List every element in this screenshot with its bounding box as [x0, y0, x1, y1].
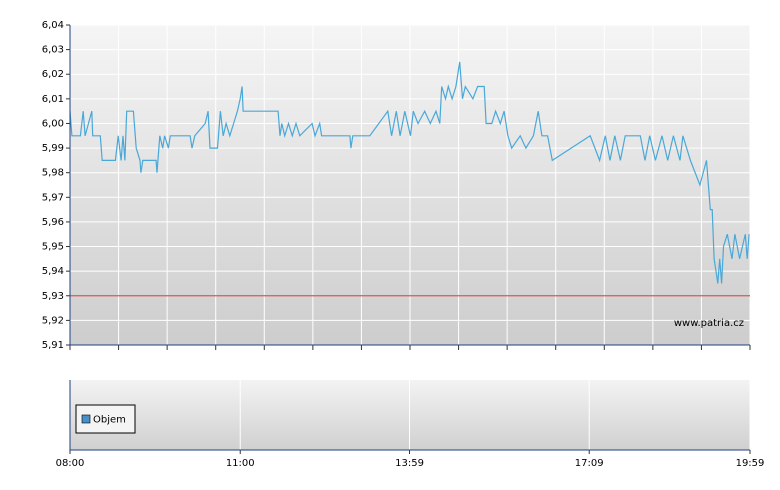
y-tick-label: 5,92	[42, 315, 64, 326]
legend-swatch	[81, 414, 91, 424]
y-tick-label: 5,96	[42, 217, 64, 228]
y-tick-label: 5,95	[42, 242, 64, 253]
x-tick-label: 17:09	[575, 458, 604, 469]
y-tick-label: 6,02	[42, 69, 64, 80]
legend-label: Objem	[93, 415, 126, 426]
y-tick-label: 6,00	[42, 118, 64, 129]
y-tick-label: 6,03	[42, 45, 64, 56]
legend-box	[75, 404, 136, 434]
watermark: www.patria.cz	[674, 318, 744, 329]
y-tick-label: 5,97	[42, 192, 64, 203]
y-tick-label: 5,98	[42, 168, 64, 179]
price-line	[69, 61, 750, 284]
y-tick-label: 6,04	[42, 20, 64, 31]
y-tick-label: 5,99	[42, 143, 64, 154]
y-tick-label: 6,01	[42, 94, 64, 105]
x-tick-label: 08:00	[56, 458, 85, 469]
x-tick-label: 19:59	[736, 458, 765, 469]
y-tick-label: 5,94	[42, 266, 64, 277]
x-tick-label: 13:59	[395, 458, 424, 469]
x-tick-label: 11:00	[226, 458, 255, 469]
y-tick-label: 5,93	[42, 291, 64, 302]
y-tick-label: 5,91	[42, 340, 64, 351]
